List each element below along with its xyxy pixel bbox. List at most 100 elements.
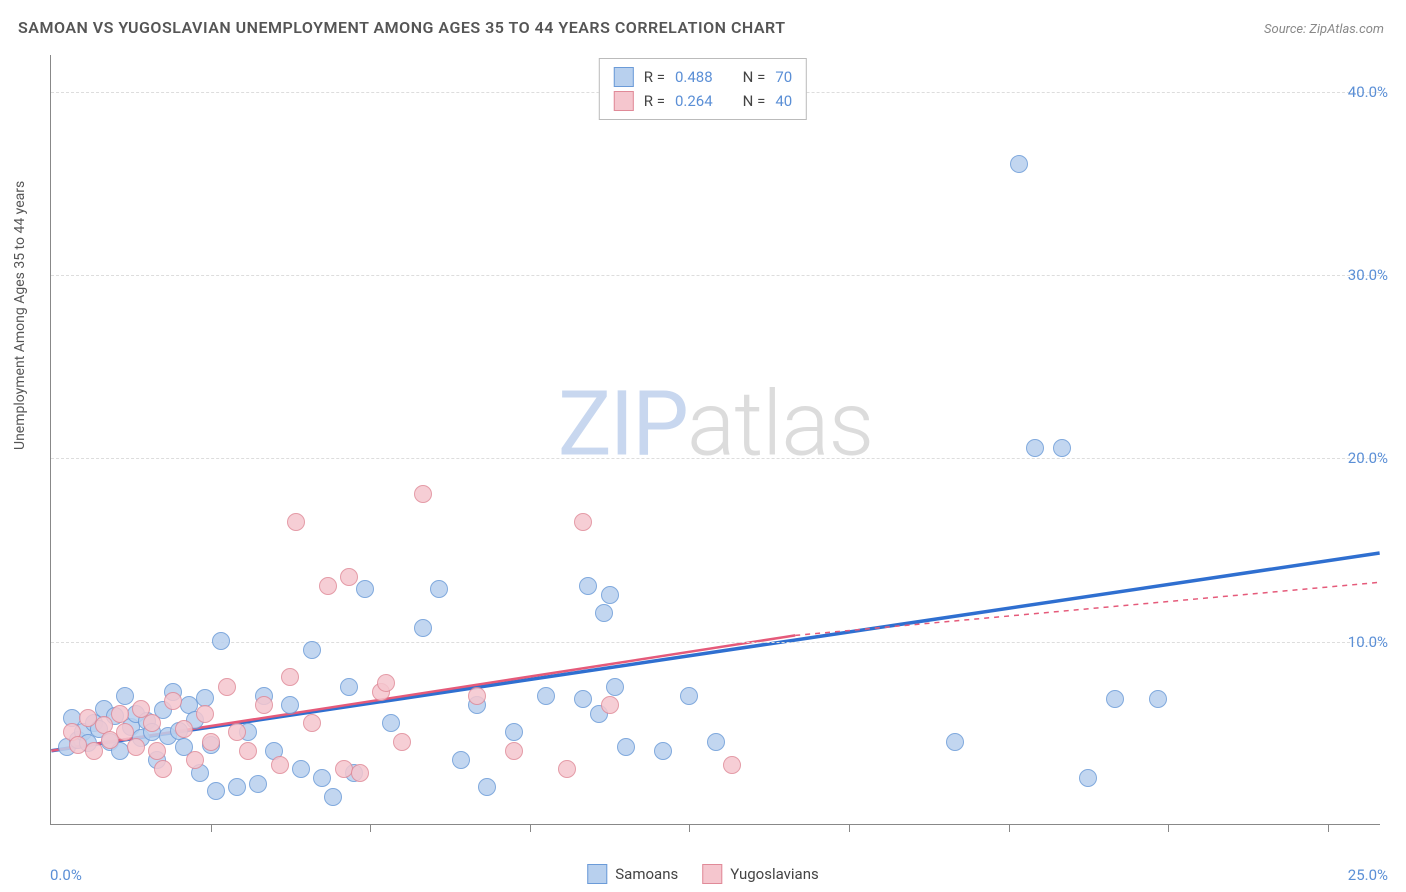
watermark-atlas: atlas: [687, 372, 873, 477]
data-point-yugoslavian: [143, 714, 161, 732]
data-point-samoan: [1079, 769, 1097, 787]
data-point-yugoslavian: [111, 705, 129, 723]
data-point-samoan: [606, 678, 624, 696]
data-point-yugoslavian: [186, 751, 204, 769]
data-point-samoan: [292, 760, 310, 778]
data-point-yugoslavian: [303, 714, 321, 732]
data-point-samoan: [505, 723, 523, 741]
data-point-samoan: [249, 775, 267, 793]
data-point-samoan: [617, 738, 635, 756]
data-point-samoan: [382, 714, 400, 732]
data-point-samoan: [313, 769, 331, 787]
legend-series: Samoans Yugoslavians: [587, 864, 818, 884]
data-point-yugoslavian: [281, 668, 299, 686]
data-point-samoan: [212, 632, 230, 650]
y-tick-label: 30.0%: [1348, 266, 1388, 284]
gridline: [51, 275, 1380, 276]
data-point-yugoslavian: [393, 733, 411, 751]
data-point-samoan: [707, 733, 725, 751]
data-point-samoan: [537, 687, 555, 705]
n-label: N =: [743, 92, 766, 110]
data-point-samoan: [478, 778, 496, 796]
data-point-samoan: [452, 751, 470, 769]
data-point-yugoslavian: [85, 742, 103, 760]
data-point-yugoslavian: [414, 485, 432, 503]
data-point-yugoslavian: [127, 738, 145, 756]
data-point-samoan: [1026, 439, 1044, 457]
data-point-samoan: [654, 742, 672, 760]
swatch-samoan: [587, 864, 607, 884]
trendlines: [51, 55, 1380, 824]
source-label: Source: ZipAtlas.com: [1264, 22, 1384, 37]
data-point-yugoslavian: [287, 513, 305, 531]
data-point-yugoslavian: [175, 720, 193, 738]
data-point-samoan: [196, 689, 214, 707]
swatch-samoan: [614, 67, 634, 87]
data-point-yugoslavian: [558, 760, 576, 778]
legend-label: Samoans: [615, 865, 678, 883]
data-point-yugoslavian: [148, 742, 166, 760]
r-value: 0.264: [675, 92, 713, 110]
watermark-zip: ZIP: [558, 372, 687, 477]
data-point-yugoslavian: [723, 756, 741, 774]
data-point-yugoslavian: [271, 756, 289, 774]
data-point-yugoslavian: [574, 513, 592, 531]
data-point-samoan: [1053, 439, 1071, 457]
n-label: N =: [743, 68, 766, 86]
y-tick-label: 10.0%: [1348, 633, 1388, 651]
x-max-label: 25.0%: [1348, 866, 1388, 884]
x-tick: [1168, 824, 1169, 832]
data-point-yugoslavian: [601, 696, 619, 714]
data-point-yugoslavian: [340, 568, 358, 586]
legend-label: Yugoslavians: [730, 865, 819, 883]
gridline: [51, 642, 1380, 643]
data-point-samoan: [579, 577, 597, 595]
data-point-samoan: [680, 687, 698, 705]
data-point-samoan: [356, 580, 374, 598]
swatch-yugoslavian: [702, 864, 722, 884]
legend-item: Yugoslavians: [702, 864, 819, 884]
data-point-samoan: [303, 641, 321, 659]
r-label: R =: [644, 92, 665, 110]
data-point-samoan: [1149, 690, 1167, 708]
data-point-samoan: [1106, 690, 1124, 708]
data-point-yugoslavian: [468, 687, 486, 705]
legend-item: Samoans: [587, 864, 678, 884]
data-point-samoan: [340, 678, 358, 696]
x-tick: [1009, 824, 1010, 832]
data-point-yugoslavian: [505, 742, 523, 760]
data-point-yugoslavian: [335, 760, 353, 778]
data-point-samoan: [601, 586, 619, 604]
data-point-yugoslavian: [164, 692, 182, 710]
data-point-samoan: [946, 733, 964, 751]
data-point-samoan: [281, 696, 299, 714]
data-point-yugoslavian: [202, 733, 220, 751]
y-axis-label: Unemployment Among Ages 35 to 44 years: [12, 181, 28, 450]
watermark: ZIPatlas: [558, 372, 873, 477]
plot-area: ZIPatlas: [50, 55, 1380, 825]
trendline-yugoslavian-extrapolated: [795, 582, 1379, 635]
data-point-yugoslavian: [351, 764, 369, 782]
data-point-samoan: [430, 580, 448, 598]
gridline: [51, 458, 1380, 459]
data-point-samoan: [414, 619, 432, 637]
x-tick: [689, 824, 690, 832]
data-point-samoan: [324, 788, 342, 806]
y-tick-label: 20.0%: [1348, 449, 1388, 467]
legend-row: R = 0.488 N = 70: [614, 65, 792, 89]
n-value: 70: [775, 68, 792, 86]
data-point-yugoslavian: [319, 577, 337, 595]
x-origin-label: 0.0%: [50, 866, 82, 884]
swatch-yugoslavian: [614, 91, 634, 111]
r-label: R =: [644, 68, 665, 86]
data-point-yugoslavian: [228, 723, 246, 741]
r-value: 0.488: [675, 68, 713, 86]
data-point-samoan: [228, 778, 246, 796]
data-point-yugoslavian: [239, 742, 257, 760]
data-point-yugoslavian: [377, 674, 395, 692]
data-point-yugoslavian: [218, 678, 236, 696]
x-tick: [530, 824, 531, 832]
x-tick: [211, 824, 212, 832]
data-point-samoan: [116, 687, 134, 705]
data-point-samoan: [595, 604, 613, 622]
